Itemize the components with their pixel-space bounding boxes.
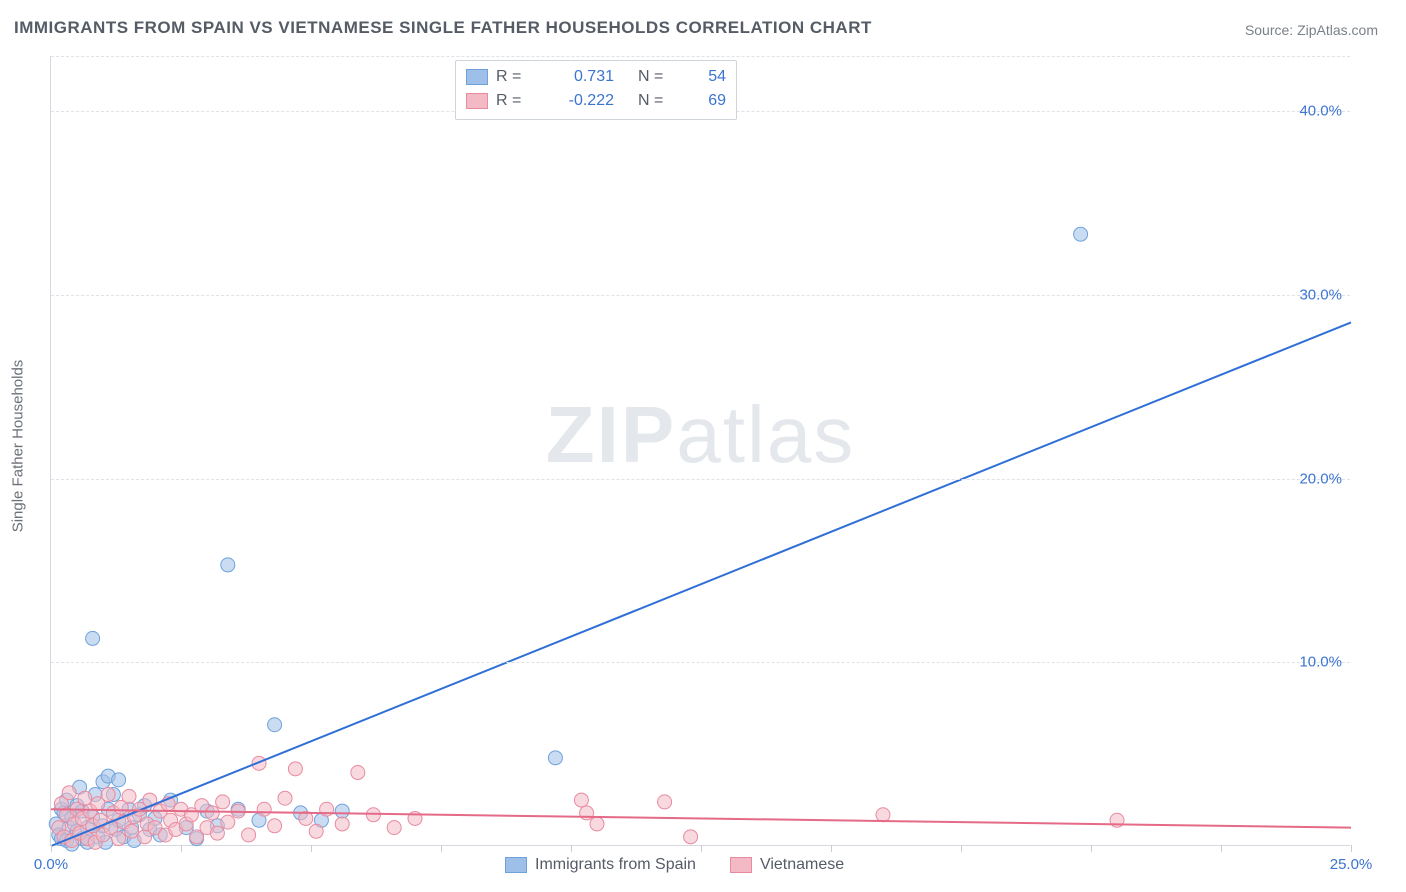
x-tick (701, 845, 702, 852)
y-tick-label: 30.0% (1299, 286, 1342, 303)
data-point (257, 802, 271, 816)
chart-svg (51, 56, 1350, 845)
x-tick-label: 25.0% (1330, 856, 1373, 873)
series-legend: Immigrants from Spain Vietnamese (505, 856, 844, 874)
chart-title: IMMIGRANTS FROM SPAIN VS VIETNAMESE SING… (14, 18, 872, 38)
data-point (278, 791, 292, 805)
stat-r-value: -0.222 (544, 89, 614, 113)
legend-swatch (466, 93, 488, 109)
regression-line (51, 809, 1351, 827)
x-tick (311, 845, 312, 852)
stat-n-label: N = (638, 89, 678, 113)
data-point (335, 817, 349, 831)
x-tick (571, 845, 572, 852)
source-credit: Source: ZipAtlas.com (1245, 22, 1378, 38)
legend-item: Vietnamese (730, 856, 844, 874)
y-axis-label: Single Father Households (10, 360, 27, 533)
stat-r-label: R = (496, 65, 536, 89)
gridline (51, 662, 1350, 663)
legend-label: Vietnamese (760, 856, 844, 874)
data-point (62, 786, 76, 800)
stat-r-value: 0.731 (544, 65, 614, 89)
data-point (216, 795, 230, 809)
data-point (112, 773, 126, 787)
data-point (125, 824, 139, 838)
source-value: ZipAtlas.com (1297, 22, 1378, 38)
legend-swatch (505, 857, 527, 873)
y-tick-label: 20.0% (1299, 470, 1342, 487)
stat-n-value: 69 (686, 89, 726, 113)
data-point (590, 817, 604, 831)
data-point (548, 751, 562, 765)
x-tick (181, 845, 182, 852)
stat-n-value: 54 (686, 65, 726, 89)
gridline (51, 56, 1350, 57)
data-point (221, 815, 235, 829)
data-point (387, 821, 401, 835)
data-point (268, 819, 282, 833)
data-point (309, 824, 323, 838)
stats-legend: R = 0.731 N = 54 R = -0.222 N = 69 (455, 60, 737, 120)
legend-swatch (730, 857, 752, 873)
gridline (51, 479, 1350, 480)
data-point (288, 762, 302, 776)
x-tick (1091, 845, 1092, 852)
data-point (122, 789, 136, 803)
x-tick (1221, 845, 1222, 852)
data-point (876, 808, 890, 822)
data-point (684, 830, 698, 844)
stats-row: R = -0.222 N = 69 (466, 89, 726, 113)
data-point (86, 631, 100, 645)
x-tick (961, 845, 962, 852)
x-tick-label: 0.0% (34, 856, 68, 873)
source-label: Source: (1245, 22, 1293, 38)
x-tick (831, 845, 832, 852)
gridline (51, 295, 1350, 296)
data-point (1074, 227, 1088, 241)
regression-line (51, 322, 1351, 846)
y-tick-label: 40.0% (1299, 103, 1342, 120)
stat-n-label: N = (638, 65, 678, 89)
data-point (210, 826, 224, 840)
data-point (335, 804, 349, 818)
stats-row: R = 0.731 N = 54 (466, 65, 726, 89)
legend-swatch (466, 69, 488, 85)
data-point (78, 791, 92, 805)
data-point (574, 793, 588, 807)
data-point (101, 788, 115, 802)
data-point (205, 806, 219, 820)
data-point (658, 795, 672, 809)
data-point (242, 828, 256, 842)
data-point (221, 558, 235, 572)
x-tick (51, 845, 52, 852)
data-point (112, 832, 126, 846)
y-tick-label: 10.0% (1299, 654, 1342, 671)
data-point (351, 766, 365, 780)
legend-label: Immigrants from Spain (535, 856, 696, 874)
x-tick (1351, 845, 1352, 852)
data-point (268, 718, 282, 732)
plot-area: ZIPatlas 10.0%20.0%30.0%40.0%0.0%25.0% (50, 56, 1350, 846)
x-tick (441, 845, 442, 852)
legend-item: Immigrants from Spain (505, 856, 696, 874)
stat-r-label: R = (496, 89, 536, 113)
